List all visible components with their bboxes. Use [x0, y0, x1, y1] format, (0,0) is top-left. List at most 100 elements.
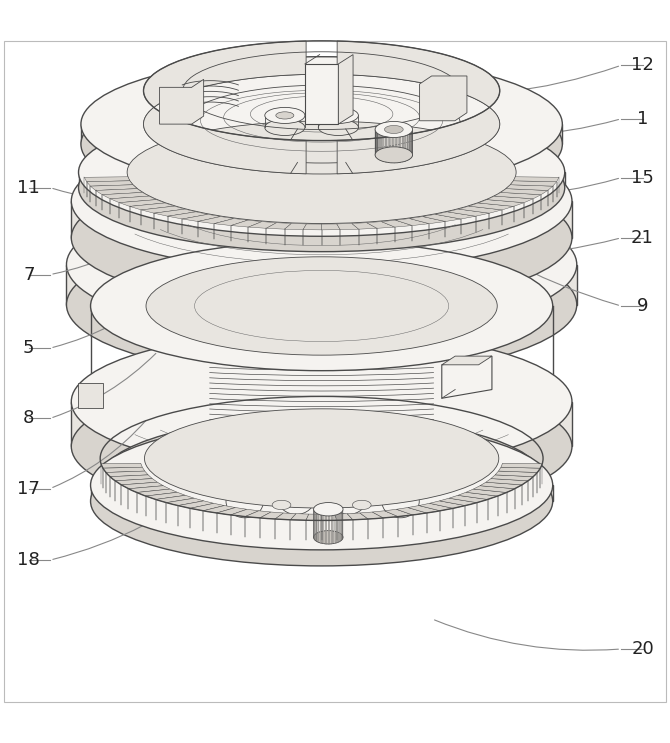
Polygon shape [330, 498, 367, 523]
Ellipse shape [78, 123, 565, 252]
Polygon shape [513, 177, 559, 182]
Polygon shape [500, 189, 547, 195]
Polygon shape [458, 206, 502, 213]
Polygon shape [110, 475, 152, 481]
Polygon shape [130, 203, 174, 210]
Polygon shape [385, 137, 387, 162]
Polygon shape [381, 220, 412, 227]
Polygon shape [501, 464, 542, 468]
Polygon shape [442, 356, 492, 365]
Polygon shape [267, 223, 291, 229]
Polygon shape [491, 475, 533, 481]
Polygon shape [285, 224, 306, 230]
Polygon shape [203, 505, 235, 513]
Polygon shape [249, 221, 277, 228]
Polygon shape [103, 467, 145, 473]
Polygon shape [260, 512, 283, 519]
Ellipse shape [265, 108, 305, 123]
Ellipse shape [90, 241, 553, 371]
Polygon shape [442, 356, 492, 398]
Polygon shape [78, 172, 565, 188]
Polygon shape [334, 513, 353, 520]
Ellipse shape [100, 417, 543, 540]
Ellipse shape [272, 500, 291, 510]
Polygon shape [511, 181, 557, 186]
Polygon shape [78, 383, 103, 408]
Polygon shape [155, 496, 194, 502]
Polygon shape [409, 216, 446, 224]
Text: 18: 18 [17, 551, 40, 569]
Ellipse shape [375, 121, 413, 137]
Polygon shape [366, 221, 395, 228]
Polygon shape [469, 203, 514, 210]
Polygon shape [396, 218, 429, 226]
Text: 21: 21 [631, 229, 654, 247]
Polygon shape [230, 509, 259, 516]
Polygon shape [391, 137, 392, 163]
Polygon shape [397, 507, 427, 515]
Polygon shape [397, 137, 398, 163]
Polygon shape [166, 499, 204, 505]
Polygon shape [71, 201, 572, 238]
Polygon shape [449, 496, 488, 502]
Ellipse shape [330, 507, 367, 540]
Polygon shape [245, 510, 271, 518]
Polygon shape [429, 501, 466, 508]
Ellipse shape [78, 108, 565, 236]
Polygon shape [495, 471, 537, 477]
Ellipse shape [330, 481, 367, 514]
Polygon shape [331, 516, 332, 544]
Polygon shape [231, 220, 262, 227]
Polygon shape [198, 216, 234, 224]
Ellipse shape [314, 502, 343, 516]
Polygon shape [214, 218, 248, 226]
Polygon shape [336, 514, 338, 543]
Polygon shape [322, 224, 340, 230]
Polygon shape [347, 513, 368, 520]
Polygon shape [498, 467, 540, 473]
Polygon shape [337, 224, 358, 230]
Ellipse shape [226, 484, 263, 518]
Polygon shape [440, 499, 477, 505]
Ellipse shape [90, 421, 553, 550]
Polygon shape [381, 135, 382, 161]
Ellipse shape [71, 130, 572, 272]
Ellipse shape [127, 121, 516, 224]
Polygon shape [480, 482, 522, 489]
Polygon shape [320, 515, 321, 543]
Polygon shape [121, 482, 163, 489]
Ellipse shape [226, 510, 263, 543]
Polygon shape [478, 200, 524, 207]
Polygon shape [110, 196, 156, 203]
Polygon shape [106, 471, 148, 477]
Ellipse shape [66, 232, 577, 377]
Ellipse shape [352, 500, 371, 510]
Polygon shape [137, 489, 178, 496]
Ellipse shape [277, 481, 315, 514]
Ellipse shape [71, 376, 572, 517]
Polygon shape [466, 489, 507, 496]
Polygon shape [339, 513, 340, 542]
Polygon shape [373, 510, 398, 518]
Polygon shape [408, 505, 440, 513]
Polygon shape [129, 486, 170, 493]
Polygon shape [399, 137, 401, 163]
Ellipse shape [146, 257, 497, 355]
Ellipse shape [71, 167, 572, 308]
Polygon shape [81, 124, 562, 144]
Ellipse shape [375, 147, 413, 163]
Text: 15: 15 [631, 169, 654, 186]
Text: 20: 20 [631, 640, 654, 658]
Polygon shape [318, 514, 319, 542]
Polygon shape [305, 64, 338, 124]
Polygon shape [383, 136, 384, 162]
Polygon shape [119, 200, 165, 207]
Ellipse shape [81, 56, 562, 192]
Text: 9: 9 [636, 297, 649, 315]
Ellipse shape [90, 335, 553, 464]
Polygon shape [382, 502, 419, 527]
Polygon shape [419, 503, 453, 510]
Ellipse shape [314, 531, 343, 544]
Polygon shape [216, 507, 247, 515]
Ellipse shape [382, 510, 419, 543]
